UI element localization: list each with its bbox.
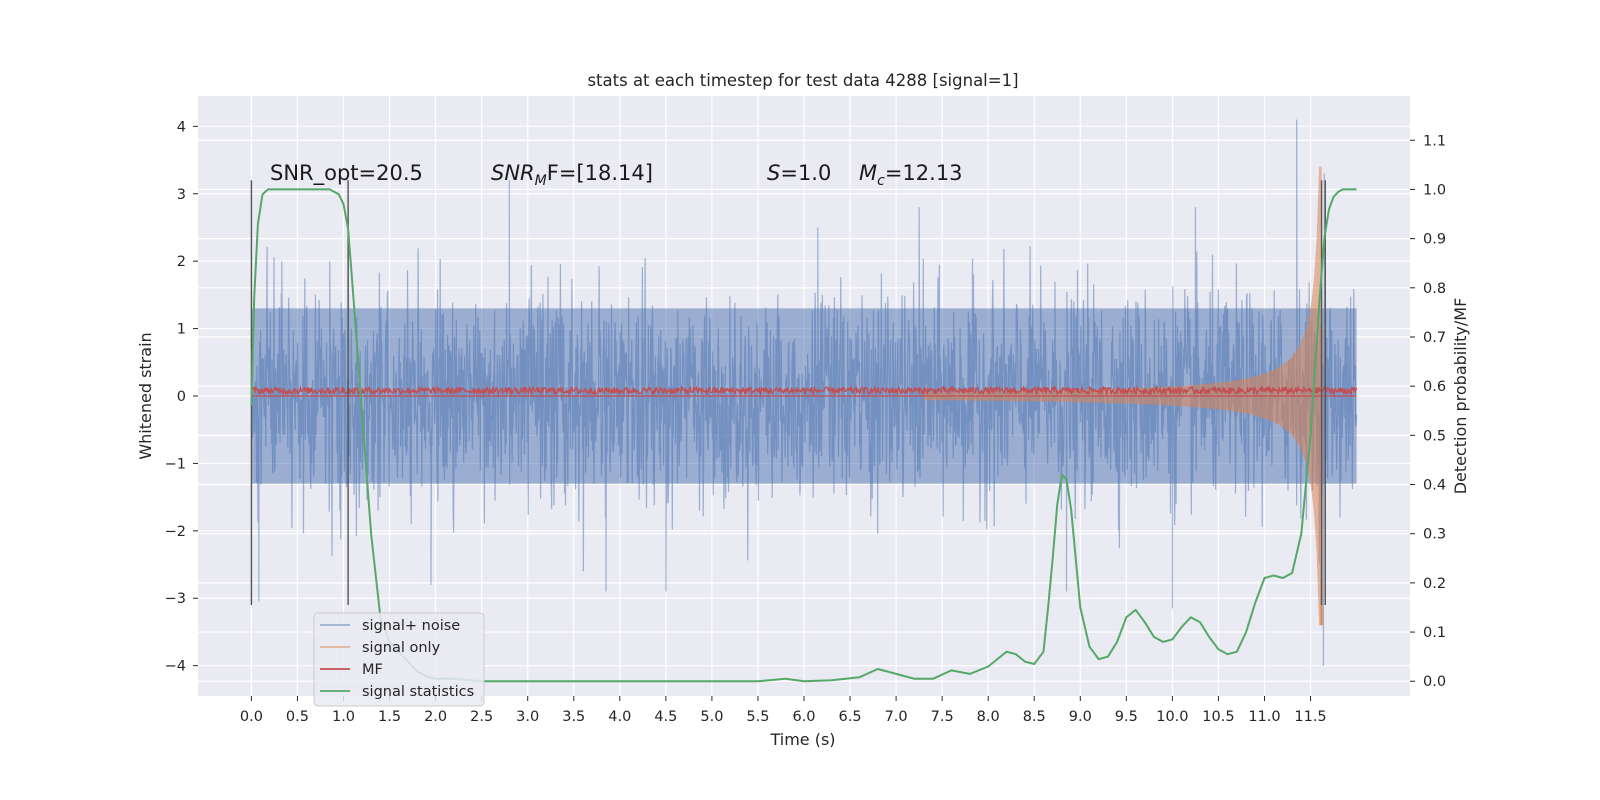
signal-statistics-line	[250, 188, 1357, 683]
x-axis-label: Time (s)	[769, 730, 835, 749]
y-tick-label-5: −1	[165, 456, 186, 472]
x-tick-label-4: 2.0	[424, 709, 447, 725]
y-tick-label-2: 2	[177, 254, 186, 270]
y-right-tick-label-3: 0.3	[1423, 527, 1446, 543]
annotation-mc: Mc=12.13	[859, 161, 963, 189]
y-axis-label: Whitened strain	[136, 332, 155, 459]
legend: signal+ noise signal only MF signal stat…	[313, 612, 485, 707]
signal-noise-line	[250, 119, 1358, 666]
legend-label-signal-statistics: signal statistics	[362, 684, 474, 700]
x-tick-label-21: 10.5	[1202, 709, 1234, 725]
x-tick-label-18: 9.0	[1069, 709, 1092, 725]
x-tick-label-11: 5.5	[746, 709, 769, 725]
annotation-snr-opt: SNR_opt=20.5	[270, 161, 423, 186]
y-tick-label-7: −3	[165, 591, 186, 607]
x-tick-label-23: 11.5	[1294, 709, 1326, 725]
annotation-s: S=1.0	[767, 161, 831, 185]
y-right-tick-label-4: 0.4	[1423, 478, 1446, 494]
series-signal-statistics	[250, 188, 1357, 683]
y-axis-label-right: Detection probability/MF	[1451, 298, 1470, 495]
y-tick-label-1: 3	[177, 187, 186, 203]
y-right-tick-label-6: 0.6	[1423, 379, 1446, 395]
y-right-tick-label-0: 0.0	[1423, 674, 1446, 690]
y-tick-label-0: 4	[177, 119, 186, 135]
x-tick-label-12: 6.0	[792, 709, 815, 725]
legend-label-signal-only: signal only	[362, 640, 441, 656]
ticks: 0.0 0.5 1.0 1.5 2.0 2.5 3.0 3.5 4.0 4.5 5.0 5.5 6.0 6…	[165, 119, 1446, 725]
y-right-tick-label-7: 0.7	[1423, 330, 1446, 346]
chart-title: stats at each timestep for test data 428…	[587, 71, 1018, 90]
y-right-tick-label-11: 1.1	[1423, 133, 1446, 149]
mf-line	[250, 384, 1358, 397]
x-tick-label-17: 8.5	[1023, 709, 1046, 725]
x-tick-label-1: 0.5	[286, 709, 309, 725]
legend-label-mf: MF	[362, 662, 383, 678]
y-tick-label-6: −2	[165, 524, 186, 540]
series-mf	[250, 384, 1358, 397]
legend-label-signal-noise: signal+ noise	[362, 618, 460, 634]
x-tick-label-2: 1.0	[332, 709, 355, 725]
x-tick-label-14: 7.0	[885, 709, 908, 725]
vertical-markers	[250, 180, 1326, 605]
y-right-tick-label-9: 0.9	[1423, 232, 1446, 248]
y-tick-label-4: 0	[177, 389, 186, 405]
x-tick-label-7: 3.5	[562, 709, 585, 725]
x-tick-label-3: 1.5	[378, 709, 401, 725]
x-tick-label-22: 11.0	[1248, 709, 1280, 725]
y-tick-label-3: 1	[177, 322, 186, 338]
y-right-tick-label-2: 0.2	[1423, 576, 1446, 592]
y-right-tick-label-1: 0.1	[1423, 625, 1446, 641]
x-tick-label-13: 6.5	[839, 709, 862, 725]
y-right-tick-label-5: 0.5	[1423, 428, 1446, 444]
x-tick-label-19: 9.5	[1115, 709, 1138, 725]
y-right-tick-label-10: 1.0	[1423, 182, 1446, 198]
x-tick-label-20: 10.0	[1156, 709, 1188, 725]
x-tick-label-8: 4.0	[608, 709, 631, 725]
x-tick-label-16: 8.0	[977, 709, 1000, 725]
x-tick-label-6: 3.0	[516, 709, 539, 725]
x-tick-label-15: 7.5	[931, 709, 954, 725]
annotation-snr-mf: SNRMF=[18.14]	[491, 161, 653, 189]
y-tick-label-8: −4	[165, 659, 186, 675]
x-tick-label-5: 2.5	[470, 709, 493, 725]
legend-box	[313, 612, 485, 707]
x-tick-label-9: 4.5	[654, 709, 677, 725]
x-tick-label-10: 5.0	[700, 709, 723, 725]
x-tick-label-0: 0.0	[240, 709, 263, 725]
y-right-tick-label-8: 0.8	[1423, 281, 1446, 297]
